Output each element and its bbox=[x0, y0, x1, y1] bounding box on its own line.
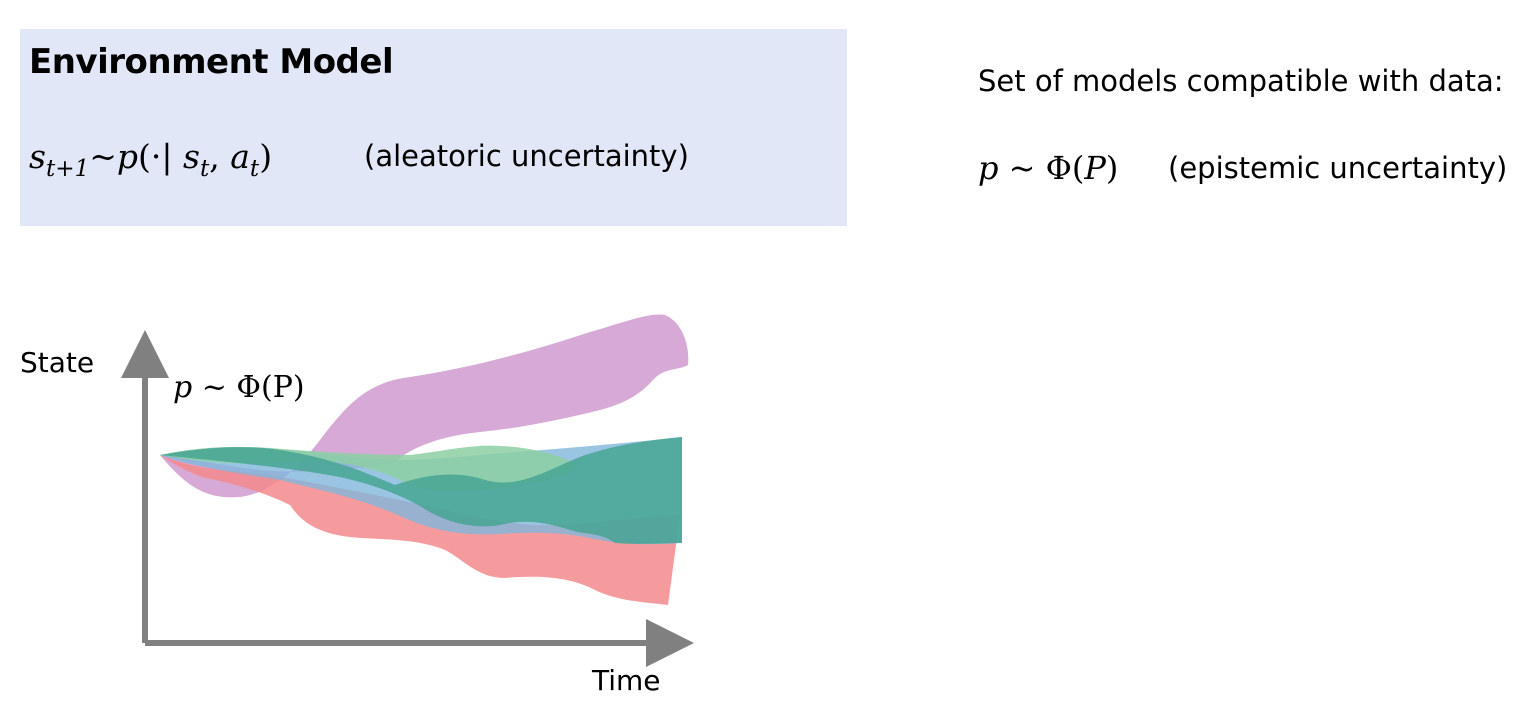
formula-next-state: s bbox=[29, 137, 46, 176]
formula-state-sub: t bbox=[199, 156, 210, 183]
epistemic-heading: Set of models compatible with data: bbox=[978, 64, 1504, 98]
formula-tilde: ~ bbox=[89, 137, 117, 176]
y-axis-label: State bbox=[20, 346, 95, 379]
epistemic-formula-p: p bbox=[978, 149, 999, 187]
formula-comma: , bbox=[209, 137, 231, 176]
epistemic-note: (epistemic uncertainty) bbox=[1168, 151, 1508, 185]
formula-close: ) bbox=[259, 137, 273, 176]
aleatoric-note: (aleatoric uncertainty) bbox=[364, 139, 689, 173]
band-teal bbox=[160, 437, 682, 544]
band-purple bbox=[160, 314, 689, 498]
epistemic-formula-rel: ~ Φ( bbox=[998, 149, 1085, 187]
epistemic-formula-arg: P bbox=[1084, 149, 1106, 187]
formula-action: a bbox=[230, 137, 250, 176]
environment-model-title: Environment Model bbox=[29, 42, 394, 82]
band-red bbox=[160, 455, 680, 605]
plot-formula: p ~ Φ(P) bbox=[173, 370, 305, 405]
formula-p: p bbox=[116, 137, 139, 176]
formula-action-sub: t bbox=[249, 156, 260, 183]
epistemic-formula-close: ) bbox=[1105, 149, 1119, 187]
uncertainty-bands bbox=[160, 314, 689, 605]
transition-formula: st+1~p(·| st, at) bbox=[29, 137, 273, 181]
formula-state: s bbox=[183, 137, 200, 176]
x-axis-label: Time bbox=[592, 664, 661, 697]
formula-open: (·| bbox=[138, 137, 184, 176]
plot-formula-rhs: ~ Φ(P) bbox=[192, 370, 305, 405]
formula-next-state-sub: t+1 bbox=[45, 156, 90, 183]
plot-formula-p: p bbox=[173, 370, 193, 405]
epistemic-formula: p ~ Φ(P) bbox=[978, 149, 1118, 187]
environment-model-box: Environment Model st+1~p(·| st, at) (ale… bbox=[20, 29, 847, 226]
